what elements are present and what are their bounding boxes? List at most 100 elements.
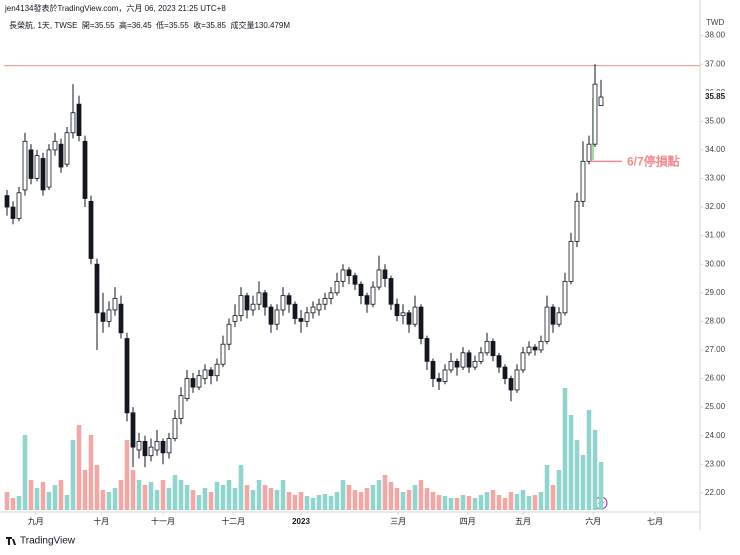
y-tick-label: 34.00 (705, 145, 726, 154)
candle-body (556, 312, 562, 325)
volume-bar (202, 488, 208, 510)
candle-body (190, 378, 196, 388)
candle-body (274, 309, 280, 325)
volume-bar (382, 475, 388, 510)
annotation-label: 6/7停損點 (627, 154, 680, 169)
candle-body (292, 303, 298, 319)
volume-bar (358, 492, 364, 510)
candle-body (574, 200, 580, 242)
candle-body (454, 360, 460, 368)
volume-bar (556, 470, 562, 510)
candle-body (328, 292, 334, 299)
candle-body (394, 303, 400, 317)
candle-body (472, 360, 478, 368)
candle-body (340, 269, 346, 282)
volume-bar (484, 492, 490, 510)
volume-bar (502, 498, 508, 510)
candle-body (148, 446, 154, 457)
candle-body (172, 418, 178, 439)
candle-body (58, 143, 64, 168)
volume-bar (370, 485, 376, 510)
volume-bar (388, 482, 394, 510)
candle-body (286, 295, 292, 305)
volume-bar (178, 480, 184, 510)
y-tick-label: 37.00 (705, 59, 726, 68)
candle-body (466, 352, 472, 368)
volume-bar (28, 480, 34, 510)
volume-bar (592, 430, 598, 510)
volume-bar (436, 495, 442, 510)
candle-body (166, 438, 172, 454)
volume-bar (442, 496, 448, 510)
volume-bar (214, 482, 220, 510)
volume-bar (406, 490, 412, 510)
candle-body (598, 96, 604, 106)
candle-body (304, 312, 310, 322)
candle-body (460, 352, 466, 368)
candle-body (310, 306, 316, 314)
volume-bar (268, 488, 274, 510)
candle-body (10, 206, 16, 219)
candle-body (64, 132, 70, 165)
candle-body (130, 412, 136, 448)
x-tick-label: 五月 (515, 517, 531, 526)
volume-bar (574, 440, 580, 510)
volume-bar (538, 492, 544, 510)
candle-body (496, 355, 502, 368)
volume-bar (76, 425, 82, 510)
x-tick-label: 六月 (585, 516, 601, 526)
candle-body (40, 158, 46, 191)
candle-body (202, 369, 208, 379)
last-price-label: 35.85 (705, 92, 726, 101)
candle-body (568, 240, 574, 282)
x-tick-label: 三月 (390, 517, 406, 526)
candle-body (376, 269, 382, 288)
volume-bar (112, 488, 118, 510)
volume-bar (88, 435, 94, 510)
candle-body (520, 352, 526, 371)
volume-bar (52, 485, 58, 510)
volume-bar (238, 465, 244, 510)
volume-bar (490, 490, 496, 510)
candle-body (334, 280, 340, 294)
candle-body (82, 140, 88, 199)
candle-body (322, 298, 328, 305)
candle-body (262, 292, 268, 308)
volume-bar (376, 480, 382, 510)
candle-body (28, 149, 34, 179)
volume-bar (340, 480, 346, 510)
candle-body (238, 295, 244, 317)
volume-bar (430, 492, 436, 510)
candle-body (34, 155, 40, 179)
candle-body (46, 149, 52, 188)
volume-bar (208, 492, 214, 510)
candle-body (442, 369, 448, 382)
y-tick-label: 27.00 (705, 345, 726, 354)
volume-bar (316, 495, 322, 510)
volume-bar (64, 495, 70, 510)
candle-body (106, 309, 112, 322)
x-tick-label: 四月 (460, 517, 476, 526)
volume-bar (400, 492, 406, 510)
candle-body (142, 441, 148, 457)
y-tick-label: 32.00 (705, 202, 726, 211)
candle-body (508, 378, 514, 391)
x-tick-label: 2023 (292, 517, 310, 526)
volume-bar (514, 494, 520, 510)
y-tick-label: 33.00 (705, 174, 726, 183)
y-tick-label: 31.00 (705, 231, 726, 240)
candle-body (388, 278, 394, 305)
volume-bar (10, 498, 16, 510)
volume-bar (262, 485, 268, 510)
volume-bar (58, 480, 64, 510)
candle-body (418, 306, 424, 339)
y-tick-label: 26.00 (705, 374, 726, 383)
candle-body (88, 200, 94, 259)
logo (6, 537, 16, 545)
volume-bar (328, 496, 334, 510)
candle-body (112, 298, 118, 311)
volume-bar (424, 488, 430, 510)
volume-bar (562, 388, 568, 510)
volume-bar (94, 465, 100, 510)
